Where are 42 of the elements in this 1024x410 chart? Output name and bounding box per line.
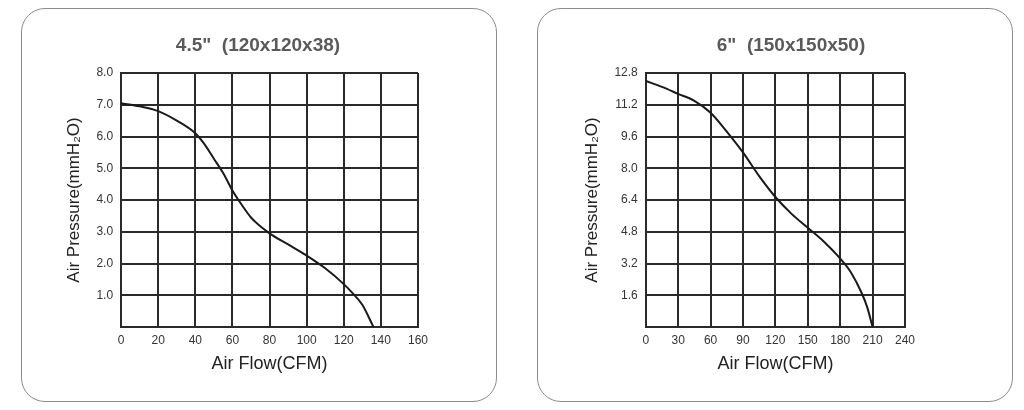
y-tick-label: 3.0 xyxy=(96,224,114,239)
chart-title: 4.5" (120x120x38) xyxy=(175,33,341,57)
x-tick-label: 120 xyxy=(333,332,355,347)
x-tick-label: 100 xyxy=(296,332,317,347)
y-tick-label: 1.0 xyxy=(96,287,114,302)
x-tick-label: 0 xyxy=(642,332,650,347)
x-tick-label: 0 xyxy=(117,332,125,347)
x-tick-label: 120 xyxy=(765,332,786,347)
x-axis-title: Air Flow(CFM) xyxy=(211,353,328,374)
x-tick-label: 160 xyxy=(407,332,429,347)
x-tick-label: 80 xyxy=(262,332,277,347)
y-tick-label: 4.0 xyxy=(96,192,114,207)
x-tick-label: 60 xyxy=(703,332,718,347)
y-tick-label: 3.2 xyxy=(621,255,639,270)
x-tick-label: 40 xyxy=(188,332,203,347)
x-tick-label: 240 xyxy=(894,332,916,347)
chart-title: 6" (150x150x50) xyxy=(716,33,866,57)
x-tick-label: 140 xyxy=(370,332,392,347)
y-tick-label: 8.0 xyxy=(621,160,639,175)
x-tick-label: 30 xyxy=(671,332,686,347)
line-series xyxy=(645,79,874,327)
x-tick-label: 90 xyxy=(736,332,750,347)
y-tick-label: 5.0 xyxy=(96,160,114,175)
y-tick-label: 9.6 xyxy=(621,128,639,143)
y-tick-label: 8.0 xyxy=(96,65,114,80)
y-tick-label: 1.6 xyxy=(621,287,639,302)
y-tick-label: 12.8 xyxy=(614,65,639,80)
y-tick-label: 2.0 xyxy=(96,255,114,270)
y-axis-title: Air Pressure(mmH₂O) xyxy=(63,117,83,283)
x-tick-label: 20 xyxy=(151,332,166,347)
x-tick-label: 60 xyxy=(225,332,240,347)
y-tick-label: 11.2 xyxy=(615,97,639,112)
x-tick-label: 180 xyxy=(830,332,851,347)
x-axis-title: Air Flow(CFM) xyxy=(717,353,834,374)
y-tick-label: 4.8 xyxy=(621,224,639,239)
x-tick-label: 150 xyxy=(797,332,819,347)
y-tick-label: 7.0 xyxy=(96,97,114,112)
y-axis-title: Air Pressure(mmH₂O) xyxy=(581,117,601,283)
x-tick-label: 210 xyxy=(862,332,883,347)
y-tick-label: 6.0 xyxy=(96,128,114,143)
y-tick-label: 6.4 xyxy=(621,192,639,207)
line-series xyxy=(121,102,375,327)
